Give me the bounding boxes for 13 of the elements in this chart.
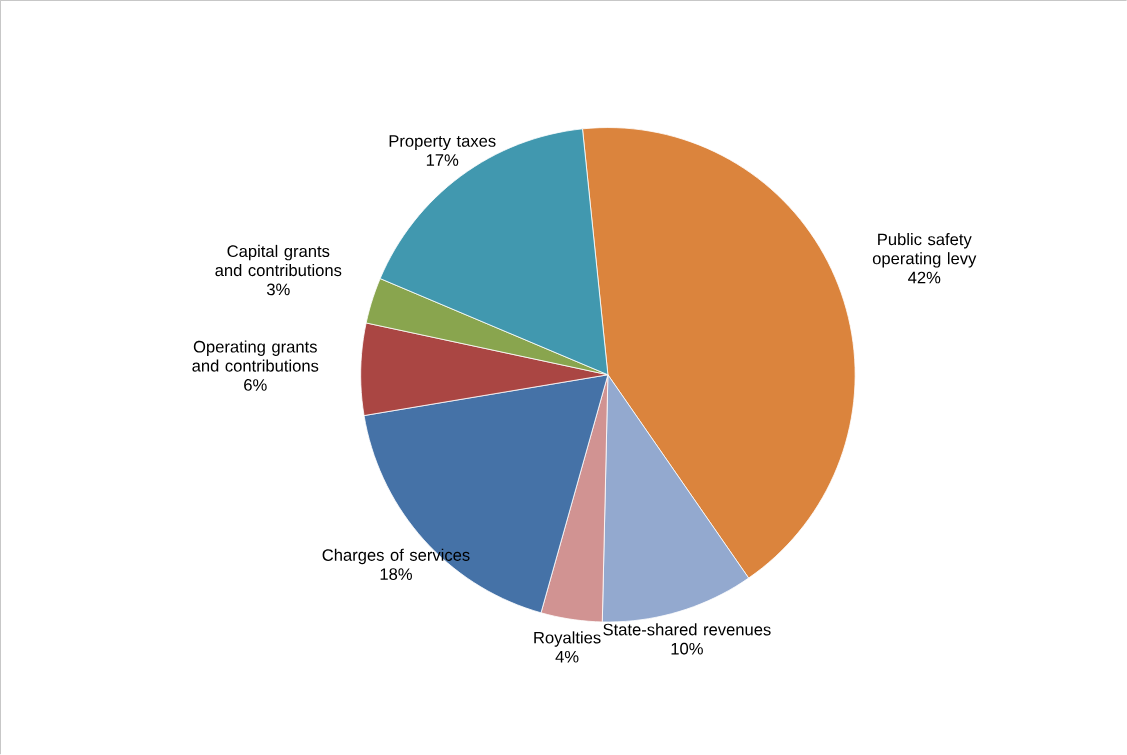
- data-label: 6%: [244, 379, 267, 391]
- data-label: 10%: [671, 642, 703, 655]
- data-label: 3%: [266, 283, 290, 296]
- data-label: 42%: [908, 271, 941, 284]
- slice-label: State-shared revenues: [603, 623, 771, 636]
- data-label: 4%: [555, 651, 579, 663]
- slice-label: Property taxes: [389, 135, 496, 151]
- data-label: 18%: [380, 568, 412, 581]
- slice-label: Royalties: [534, 631, 601, 647]
- slice-label: Public safety operating levy: [872, 233, 977, 268]
- slice-label: Capital grants and contributions: [215, 245, 342, 277]
- slice-label: Operating grants and contributions: [192, 340, 319, 372]
- data-label: 17%: [426, 154, 459, 167]
